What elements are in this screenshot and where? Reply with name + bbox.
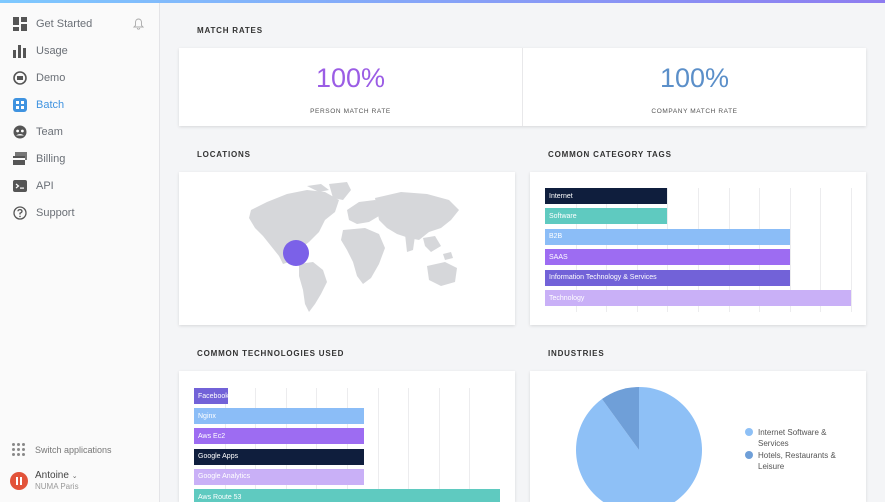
- team-icon: [12, 125, 27, 140]
- sidebar-item-label: API: [36, 180, 54, 192]
- bar[interactable]: Google Analytics: [194, 468, 364, 485]
- legend-dot: [745, 428, 753, 436]
- category-tags-card: Internet Software B2B SAAS Information Techn…: [530, 172, 866, 325]
- grid-line: [347, 388, 348, 502]
- locations-title: LOCATIONS: [197, 150, 251, 159]
- category-tags-chart: Internet Software B2B SAAS Information Techn…: [545, 188, 852, 312]
- grid-line: [378, 388, 379, 502]
- switch-applications-label: Switch applications: [35, 444, 112, 455]
- category-tags-title: COMMON CATEGORY TAGS: [548, 150, 672, 159]
- company-match-rate: 100% COMPANY MATCH RATE: [523, 48, 866, 126]
- help-icon: [12, 206, 27, 221]
- sidebar-item-label: Demo: [36, 72, 66, 84]
- company-match-rate-label: COMPANY MATCH RATE: [651, 108, 738, 115]
- sidebar-item-batch[interactable]: Batch: [12, 94, 64, 116]
- sidebar-item-label: Get Started: [36, 18, 93, 30]
- pie-slice[interactable]: [601, 387, 639, 450]
- person-match-rate-label: PERSON MATCH RATE: [310, 108, 391, 115]
- grid-line: [255, 388, 256, 502]
- bar[interactable]: Aws Route 53: [194, 489, 500, 502]
- grid-line: [316, 388, 317, 502]
- legend-item: Internet Software & Services: [745, 427, 840, 449]
- bar[interactable]: SAAS: [545, 249, 790, 266]
- person-match-rate-value: 100%: [315, 63, 386, 93]
- sidebar-item-usage[interactable]: Usage: [12, 40, 68, 62]
- user-menu[interactable]: Antoine ⌄ NUMA Paris: [10, 470, 79, 491]
- person-match-rate: 100% PERSON MATCH RATE: [179, 48, 522, 126]
- bar[interactable]: Google Apps: [194, 448, 364, 465]
- location-marker[interactable]: [283, 240, 309, 266]
- grid-line: [408, 388, 409, 502]
- sidebar-item-support[interactable]: Support: [12, 202, 75, 224]
- apps-grid-icon: [12, 443, 25, 456]
- industries-card: Internet Software & Services Hotels, Res…: [530, 371, 866, 502]
- bar[interactable]: Facebook: [194, 388, 228, 404]
- grid-line: [851, 188, 852, 312]
- user-name: Antoine: [35, 470, 69, 481]
- dashboard-icon: [12, 17, 27, 32]
- sidebar-item-team[interactable]: Team: [12, 121, 63, 143]
- billing-icon: [12, 152, 27, 167]
- grid-line: [820, 188, 821, 312]
- company-match-rate-value: 100%: [659, 63, 730, 93]
- technologies-title: COMMON TECHNOLOGIES USED: [197, 349, 345, 358]
- bar-chart-icon: [12, 44, 27, 59]
- sidebar-item-label: Support: [36, 207, 75, 219]
- bar[interactable]: B2B: [545, 228, 790, 245]
- sidebar: Get Started Usage Demo Batch Team Billin…: [0, 3, 160, 502]
- grid-line: [439, 388, 440, 502]
- card-divider: [522, 48, 523, 126]
- switch-applications-button[interactable]: Switch applications: [12, 443, 112, 456]
- bell-icon[interactable]: [132, 18, 145, 30]
- technologies-chart: Facebook Nginx Aws Ec2 Google Apps Google An…: [194, 388, 500, 502]
- bar[interactable]: Software: [545, 208, 667, 225]
- grid-line: [469, 388, 470, 502]
- legend-dot: [745, 451, 753, 459]
- terminal-icon: [12, 179, 27, 194]
- grid-line: [225, 388, 226, 502]
- sidebar-item-label: Usage: [36, 45, 68, 57]
- legend-label: Internet Software & Services: [758, 428, 827, 448]
- chevron-down-icon: ⌄: [71, 473, 78, 480]
- user-org: NUMA Paris: [35, 482, 79, 491]
- bar[interactable]: Aws Ec2: [194, 428, 364, 445]
- bar[interactable]: Internet: [545, 188, 667, 204]
- grid-line: [286, 388, 287, 502]
- sidebar-item-api[interactable]: API: [12, 175, 54, 197]
- locations-card: [179, 172, 515, 325]
- grid-line: [790, 188, 791, 312]
- industries-title: INDUSTRIES: [548, 349, 605, 358]
- bar[interactable]: Information Technology & Services: [545, 269, 790, 286]
- sidebar-item-billing[interactable]: Billing: [12, 148, 65, 170]
- batch-icon: [12, 98, 27, 113]
- sidebar-item-demo[interactable]: Demo: [12, 67, 65, 89]
- match-rates-title: MATCH RATES: [197, 26, 263, 35]
- legend-item: Hotels, Restaurants & Leisure: [745, 450, 840, 472]
- bar[interactable]: Nginx: [194, 408, 364, 425]
- match-rates-card: 100% PERSON MATCH RATE 100% COMPANY MATC…: [179, 48, 866, 126]
- avatar: [10, 471, 28, 490]
- industries-pie: [575, 387, 702, 502]
- sidebar-item-label: Billing: [36, 153, 66, 165]
- bar[interactable]: Technology: [545, 290, 851, 306]
- sidebar-item-get-started[interactable]: Get Started: [12, 13, 92, 35]
- technologies-card: Facebook Nginx Aws Ec2 Google Apps Google An…: [179, 371, 515, 502]
- pie-slice[interactable]: [575, 387, 702, 502]
- sidebar-item-label: Team: [36, 126, 63, 138]
- legend-label: Hotels, Restaurants & Leisure: [758, 451, 836, 471]
- top-accent-bar: [0, 0, 885, 3]
- demo-icon: [12, 71, 27, 86]
- world-map: [249, 182, 459, 312]
- sidebar-item-label: Batch: [36, 99, 65, 111]
